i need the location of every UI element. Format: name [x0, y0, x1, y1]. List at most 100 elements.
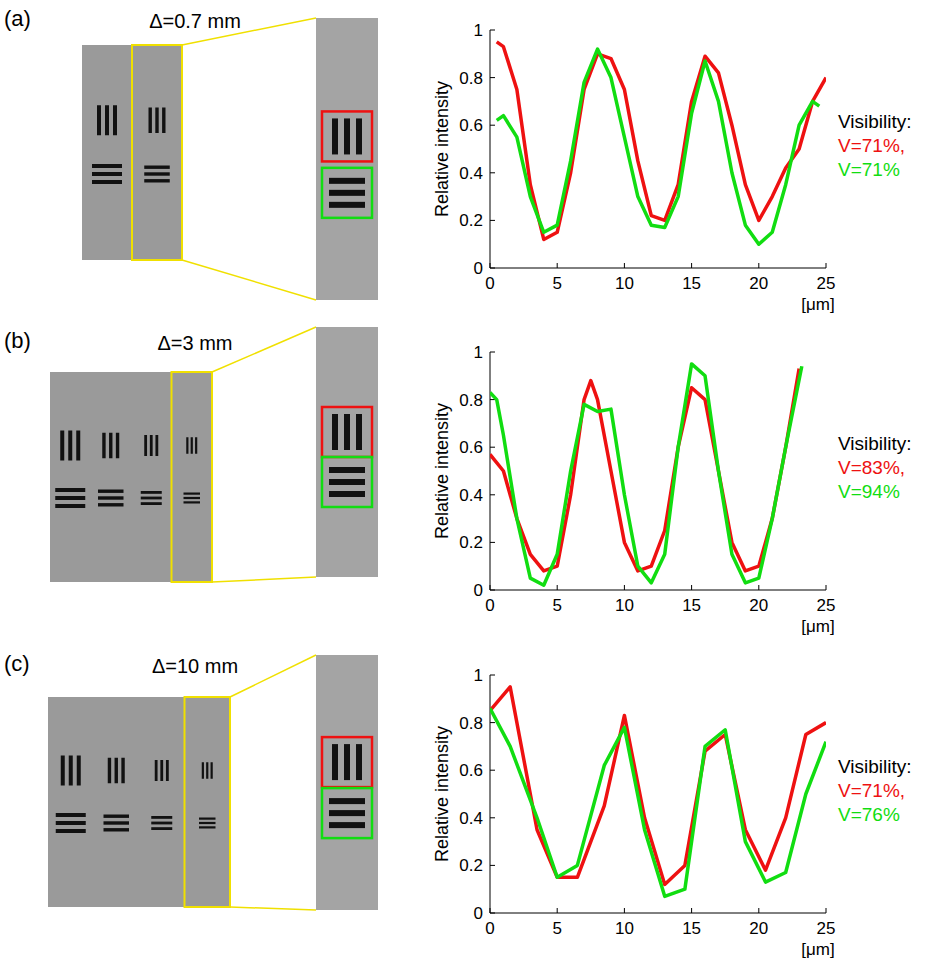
y-tick — [490, 722, 495, 723]
x-tick-label: 10 — [615, 274, 634, 293]
zoom-line — [182, 260, 316, 300]
target-bar — [195, 437, 197, 454]
panel-title: Δ=10 mm — [152, 655, 238, 677]
target-bar — [144, 166, 170, 169]
target-bar — [92, 172, 122, 176]
zoom-image — [316, 18, 378, 300]
target-bar — [76, 431, 80, 461]
zoom-box — [185, 697, 231, 907]
target-bar — [155, 760, 158, 781]
annotation: V=83%, — [838, 457, 905, 478]
target-bar — [155, 108, 158, 134]
micrograph — [82, 45, 182, 260]
y-tick-label: 0 — [474, 259, 483, 278]
target-bar — [155, 435, 158, 456]
x-tick-label: 0 — [485, 596, 494, 615]
target-bar — [199, 826, 216, 828]
x-tick — [490, 908, 491, 913]
target-bar — [344, 414, 350, 450]
series-line — [490, 364, 802, 585]
panel-title: Δ=0.7 mm — [149, 10, 241, 32]
y-tick-label: 0.8 — [459, 69, 483, 88]
target-bar — [92, 164, 122, 168]
y-tick — [490, 817, 495, 818]
target-bar — [186, 437, 188, 454]
x-tick — [691, 908, 692, 913]
plot-area — [490, 687, 826, 896]
x-tick — [691, 585, 692, 590]
target-bar — [121, 758, 124, 784]
series-line — [490, 687, 826, 885]
annotation: V=76% — [838, 804, 900, 825]
panel-label: (a) — [4, 6, 31, 31]
target-bar — [55, 488, 85, 492]
roi-box — [322, 788, 372, 838]
target-bar — [356, 118, 362, 154]
target-bar — [104, 815, 130, 818]
y-axis — [490, 352, 491, 590]
x-tick-label: 20 — [749, 596, 768, 615]
x-axis-title: [μm] — [801, 940, 834, 959]
x-tick-label: 25 — [817, 274, 836, 293]
target-bar — [98, 496, 124, 499]
annotation: V=71% — [838, 159, 900, 180]
target-bar — [56, 813, 86, 817]
target-bar — [61, 756, 65, 786]
y-tick-label: 0 — [474, 581, 483, 600]
target-bar — [329, 810, 365, 816]
zoom-line — [230, 907, 316, 910]
annotation: Visibility: — [838, 111, 912, 132]
y-tick-label: 0.6 — [459, 438, 483, 457]
target-bar — [199, 822, 216, 824]
y-tick-label: 0.2 — [459, 211, 483, 230]
y-tick-label: 0.2 — [459, 533, 483, 552]
y-tick-label: 0 — [474, 904, 483, 923]
panel-title: Δ=3 mm — [157, 332, 232, 354]
target-bar — [199, 818, 216, 820]
y-tick — [490, 77, 495, 78]
y-tick — [490, 268, 495, 269]
y-axis-title: Relative intensity — [432, 726, 452, 862]
target-bar — [56, 821, 86, 825]
y-axis-title: Relative intensity — [432, 81, 452, 217]
target-bar — [108, 758, 111, 784]
x-tick-label: 5 — [552, 919, 561, 938]
target-bar — [102, 433, 105, 459]
target-bar — [68, 431, 72, 461]
series-line — [490, 369, 799, 571]
panel-label: (b) — [4, 328, 31, 353]
target-bar — [144, 179, 170, 182]
target-bar — [202, 762, 204, 779]
series-line — [497, 42, 826, 240]
target-bar — [329, 479, 365, 485]
x-tick — [691, 263, 692, 268]
target-bar — [332, 414, 338, 450]
target-bar — [98, 503, 124, 506]
roi-box — [322, 168, 372, 218]
y-tick — [490, 30, 495, 31]
panel: (a)Δ=0.7 mm00.20.40.60.810510152025Relat… — [4, 6, 912, 314]
target-bar — [151, 816, 172, 819]
x-tick — [826, 908, 827, 913]
x-axis — [490, 913, 826, 914]
x-axis — [490, 590, 826, 591]
target-bar — [332, 118, 338, 154]
target-bar — [184, 493, 201, 495]
y-tick-label: 0.4 — [459, 486, 483, 505]
x-tick — [624, 908, 625, 913]
x-tick-label: 10 — [615, 919, 634, 938]
x-axis — [490, 268, 826, 269]
target-bar — [162, 108, 165, 134]
zoom-image — [316, 327, 378, 577]
x-tick — [557, 585, 558, 590]
x-tick — [758, 908, 759, 913]
zoom-line — [212, 327, 316, 372]
target-bar — [344, 118, 350, 154]
figure: (a)Δ=0.7 mm00.20.40.60.810510152025Relat… — [0, 0, 929, 968]
target-bar — [329, 202, 365, 208]
target-bar — [141, 502, 162, 505]
target-bar — [92, 180, 122, 184]
x-tick — [826, 263, 827, 268]
target-bar — [211, 762, 213, 779]
x-axis-title: [μm] — [801, 617, 834, 636]
